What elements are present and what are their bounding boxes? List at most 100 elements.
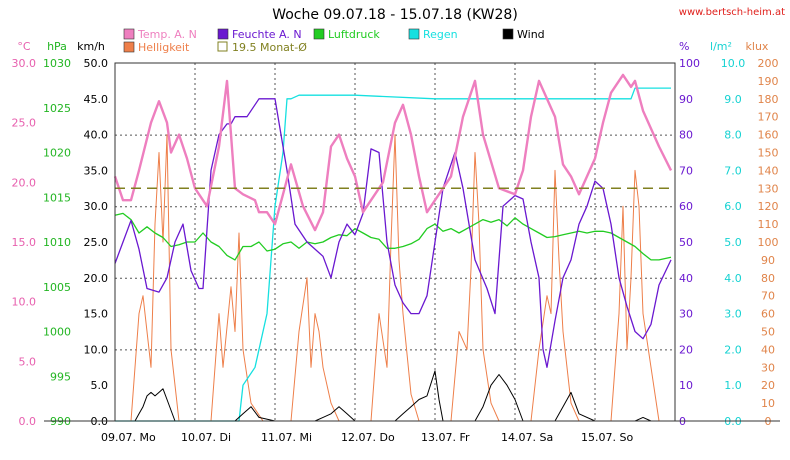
legend-label: Luftdruck xyxy=(328,28,380,41)
axis-tick-label: 30.0 xyxy=(84,200,109,213)
legend-swatch xyxy=(217,41,228,52)
chart-header: Woche 09.07.18 - 15.07.18 (KW28) www.bert… xyxy=(272,7,785,23)
axis-tick-label: 80 xyxy=(761,272,775,285)
legend-swatch xyxy=(123,41,135,53)
axis-unit-label: l/m² xyxy=(710,40,732,53)
legend-swatch xyxy=(408,28,420,40)
chart-legend: Temp. A. N Feuchte A. N Luftdruck Regen Wind… xyxy=(123,28,545,54)
legend-label: Regen xyxy=(423,28,458,41)
axis-tick-label: 7.0 xyxy=(724,164,742,177)
axis-tick-label: 60 xyxy=(761,308,775,321)
axis-tick-label: 100 xyxy=(758,236,779,249)
legend-item: Wind xyxy=(502,28,545,41)
x-tick-label: 15.07. So xyxy=(581,431,633,444)
axis-tick-label: 10.0 xyxy=(721,57,746,70)
legend-swatch xyxy=(502,28,514,40)
axis-tick-label: 0.0 xyxy=(19,415,37,428)
axis-unit-label: °C xyxy=(17,40,31,53)
axis-unit-label: hPa xyxy=(47,40,67,53)
axis-tick-label: 5.0 xyxy=(91,379,109,392)
axis-wind: 0.05.010.015.020.025.030.035.040.045.050… xyxy=(77,40,108,428)
axis-tick-label: 10.0 xyxy=(84,343,109,356)
x-tick-label: 10.07. Di xyxy=(181,431,231,444)
axis-tick-label: 45.0 xyxy=(84,93,109,106)
axis-hum: 0102030405060708090100% xyxy=(679,40,700,428)
x-axis-labels: 09.07. Mo 10.07. Di 11.07. Mi 12.07. Do 13.0… xyxy=(101,431,633,444)
axis-tick-label: 20 xyxy=(679,343,693,356)
axis-tick-label: 1020 xyxy=(43,147,71,160)
axis-tick-label: 90 xyxy=(679,93,693,106)
axis-tick-label: 50 xyxy=(761,326,775,339)
axis-tick-label: 90 xyxy=(761,254,775,267)
axis-tick-label: 190 xyxy=(758,75,779,88)
axis-tick-label: 35.0 xyxy=(84,164,109,177)
axis-tick-label: 150 xyxy=(758,147,779,160)
axis-unit-label: klux xyxy=(746,40,769,53)
axis-tick-label: 140 xyxy=(758,164,779,177)
legend-item: Regen xyxy=(408,28,458,41)
axis-tick-label: 170 xyxy=(758,111,779,124)
axis-tick-label: 6.0 xyxy=(724,200,742,213)
legend-label: Helligkeit xyxy=(138,41,190,54)
legend-label: 19.5 Monat-Ø xyxy=(232,41,307,54)
x-tick-label: 09.07. Mo xyxy=(101,431,156,444)
legend-item: Feuchte A. N xyxy=(217,28,302,41)
axis-tick-label: 4.0 xyxy=(724,272,742,285)
chart-grid xyxy=(115,63,675,421)
axis-tick-label: 80 xyxy=(679,129,693,142)
axis-tick-label: 70 xyxy=(679,164,693,177)
axis-tick-label: 40 xyxy=(679,272,693,285)
axis-tick-label: 70 xyxy=(761,290,775,303)
series-line-wind xyxy=(115,370,671,422)
axis-unit-label: % xyxy=(679,40,689,53)
axis-tick-label: 180 xyxy=(758,93,779,106)
axis-tick-label: 8.0 xyxy=(724,129,742,142)
axis-temp: 0.0 5.0 10.0 15.0 20.0 25.0 30.0 °C xyxy=(12,40,37,428)
axis-tick-label: 1010 xyxy=(43,236,71,249)
axis-tick-label: 1015 xyxy=(43,191,71,204)
axis-tick-label: 1025 xyxy=(43,102,71,115)
axis-tick-label: 995 xyxy=(50,370,71,383)
legend-item: Luftdruck xyxy=(313,28,380,41)
axis-tick-label: 160 xyxy=(758,129,779,142)
series-line-feuchte-a-n xyxy=(114,98,672,368)
axis-tick-label: 15.0 xyxy=(12,236,37,249)
axis-tick-label: 100 xyxy=(679,57,700,70)
x-tick-label: 13.07. Fr xyxy=(421,431,470,444)
axis-tick-label: 3.0 xyxy=(724,308,742,321)
axis-tick-label: 30.0 xyxy=(12,57,37,70)
axis-tick-label: 15.0 xyxy=(84,308,109,321)
legend-label: Feuchte A. N xyxy=(232,28,302,41)
axis-tick-label: 10 xyxy=(761,397,775,410)
chart-series xyxy=(44,62,780,422)
source-label: www.bertsch-heim.at xyxy=(679,7,785,18)
axis-tick-label: 9.0 xyxy=(724,93,742,106)
axis-lux: 0102030405060708090100110120130140150160… xyxy=(746,40,779,428)
axis-tick-label: 130 xyxy=(758,182,779,195)
axis-tick-label: 30 xyxy=(679,308,693,321)
axis-rain: 0.01.02.03.04.05.06.07.08.09.010.0l/m² xyxy=(710,40,745,428)
axis-tick-label: 40.0 xyxy=(84,129,109,142)
axis-tick-label: 50.0 xyxy=(84,57,109,70)
legend-item: 19.5 Monat-Ø xyxy=(217,41,307,54)
axis-tick-label: 1000 xyxy=(43,326,71,339)
axis-tick-label: 25.0 xyxy=(84,236,109,249)
series-line-regen xyxy=(115,87,671,422)
axis-tick-label: 5.0 xyxy=(19,355,37,368)
series-line-luftdruck xyxy=(114,212,672,261)
axis-tick-label: 20.0 xyxy=(84,272,109,285)
legend-label: Wind xyxy=(517,28,545,41)
axis-tick-label: 60 xyxy=(679,200,693,213)
axis-tick-label: 120 xyxy=(758,200,779,213)
legend-swatch xyxy=(123,28,135,40)
legend-item: Temp. A. N xyxy=(123,28,197,41)
plot-frame xyxy=(114,62,676,422)
axis-tick-label: 30 xyxy=(761,361,775,374)
x-tick-label: 12.07. Do xyxy=(341,431,395,444)
legend-swatch xyxy=(217,28,229,40)
axis-tick-label: 110 xyxy=(758,218,779,231)
axis-tick-label: 10 xyxy=(679,379,693,392)
axis-tick-label: 1005 xyxy=(43,281,71,294)
